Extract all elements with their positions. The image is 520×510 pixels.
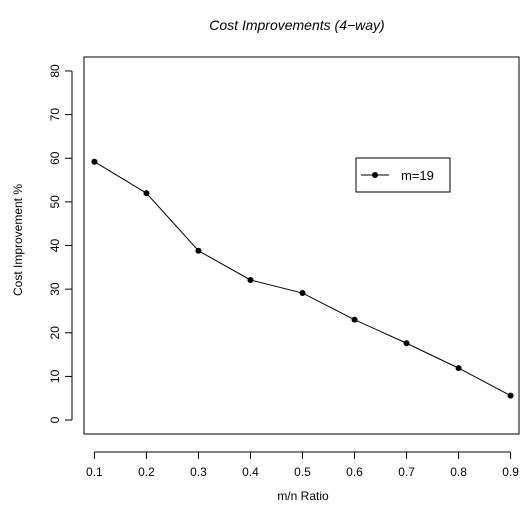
y-tick-label: 20 bbox=[48, 326, 62, 340]
x-tick-label: 0.6 bbox=[346, 465, 363, 479]
x-tick-label: 0.5 bbox=[294, 465, 311, 479]
plot-frame bbox=[83, 56, 520, 435]
data-point bbox=[195, 247, 202, 254]
legend-marker bbox=[372, 172, 378, 178]
x-tick-label: 0.2 bbox=[138, 465, 155, 479]
y-tick-label: 50 bbox=[48, 195, 62, 209]
x-tick-label: 0.8 bbox=[450, 465, 467, 479]
x-tick-label: 0.9 bbox=[502, 465, 519, 479]
data-point bbox=[507, 392, 514, 399]
x-tick-label: 0.1 bbox=[86, 465, 103, 479]
y-tick-label: 60 bbox=[48, 151, 62, 165]
data-point bbox=[403, 340, 410, 347]
data-point bbox=[351, 316, 358, 323]
x-axis: 0.1 0.2 0.3 0.4 0.5 0.6 0.7 0.8 0.9 bbox=[86, 451, 519, 479]
y-tick-label: 70 bbox=[48, 108, 62, 122]
series-line bbox=[94, 161, 511, 397]
y-tick-label: 30 bbox=[48, 282, 62, 296]
series-layer bbox=[91, 158, 514, 399]
data-point bbox=[143, 190, 150, 197]
y-tick-label: 40 bbox=[48, 239, 62, 253]
data-point bbox=[247, 276, 254, 283]
x-axis-title: m/n Ratio bbox=[277, 489, 329, 503]
data-point bbox=[299, 290, 306, 297]
data-point bbox=[91, 158, 98, 165]
x-tick-label: 0.3 bbox=[190, 465, 207, 479]
x-tick-label: 0.7 bbox=[398, 465, 415, 479]
y-axis: 0 10 20 30 40 50 60 70 80 bbox=[48, 64, 73, 423]
y-tick-label: 10 bbox=[48, 369, 62, 383]
legend-label: m=19 bbox=[401, 168, 434, 183]
legend: m=19 bbox=[355, 157, 451, 193]
x-tick-label: 0.4 bbox=[242, 465, 259, 479]
y-tick-label: 80 bbox=[48, 64, 62, 78]
chart-title: Cost Improvements (4−way) bbox=[209, 17, 384, 33]
data-point bbox=[455, 365, 462, 372]
y-axis-title: Cost Improvement % bbox=[11, 184, 25, 296]
y-tick-label: 0 bbox=[48, 416, 62, 423]
legend-box bbox=[355, 157, 451, 193]
